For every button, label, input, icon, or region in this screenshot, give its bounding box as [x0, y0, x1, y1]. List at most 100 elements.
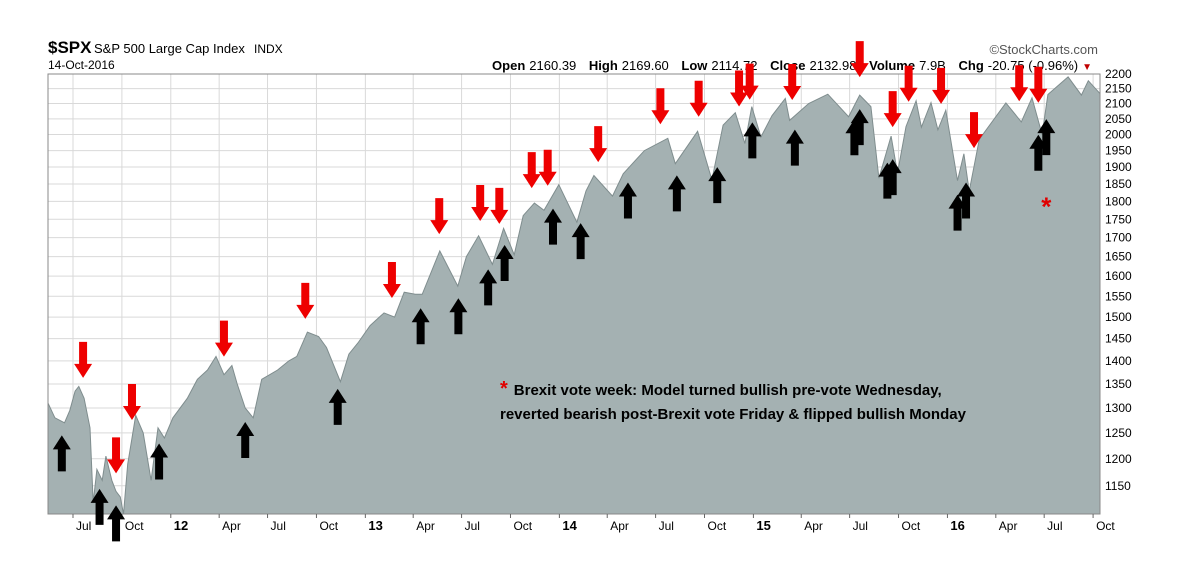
index-name: S&P 500 Large Cap Index: [94, 41, 245, 56]
buy-signal-arrow: [150, 443, 169, 480]
annotation-star: *: [500, 378, 508, 400]
x-tick-label: Apr: [610, 519, 629, 533]
open-value: 2160.39: [529, 58, 577, 73]
sell-signal-arrow: [965, 112, 984, 149]
y-tick-label: 2200: [1105, 67, 1132, 81]
x-tick-label: Apr: [416, 519, 435, 533]
sell-signal-arrow: [522, 152, 541, 189]
x-axis: Jul Oct 12 Apr Jul Oct 13 Apr Jul Oct 14 Apr Jul Oct 1…: [72, 514, 1115, 533]
buy-signal-arrow: [883, 159, 902, 196]
buy-signal-arrow: [1037, 119, 1056, 156]
brexit-marker: *: [1041, 191, 1052, 221]
volume-label: Volume: [869, 58, 916, 73]
down-triangle-icon: ▼: [1082, 62, 1092, 73]
y-tick-label: 2000: [1105, 128, 1132, 142]
y-tick-label: 1500: [1105, 310, 1132, 324]
annotation-text-1: Brexit vote week: Model turned bullish p…: [513, 382, 942, 399]
annotation-line-2: reverted bearish post-Brexit vote Friday…: [500, 406, 966, 423]
buy-signal-arrow: [667, 175, 686, 212]
y-tick-label: 1950: [1105, 144, 1132, 158]
x-tick-label: Jul: [853, 519, 868, 533]
y-tick-label: 1850: [1105, 177, 1132, 191]
sell-signal-arrow: [651, 88, 670, 125]
sell-signal-arrow: [1029, 66, 1048, 103]
close-value: 2132.98: [809, 58, 857, 73]
y-tick-label: 1450: [1105, 332, 1132, 346]
sell-signal-arrow: [730, 70, 749, 107]
sell-signal-arrow: [490, 187, 509, 224]
sell-signal-arrow: [296, 282, 315, 319]
buy-signals: [52, 109, 1056, 542]
y-tick-label: 1800: [1105, 194, 1132, 208]
y-tick-label: 1650: [1105, 250, 1132, 264]
x-tick-label: 16: [950, 518, 964, 533]
buy-signal-arrow: [708, 167, 727, 204]
buy-signal-arrow: [107, 505, 126, 542]
x-tick-label: Jul: [271, 519, 286, 533]
buy-signal-arrow: [743, 122, 762, 159]
x-tick-label: Oct: [1096, 519, 1115, 533]
sell-signal-arrow: [899, 65, 918, 102]
plot-frame: [47, 73, 1101, 515]
buy-signal-arrow: [571, 223, 590, 260]
x-tick-label: Apr: [804, 519, 823, 533]
y-tick-label: 1300: [1105, 401, 1132, 415]
sell-signal-arrow: [740, 63, 759, 100]
chg-value: -20.75 (-0.96%): [987, 58, 1079, 73]
low-label: Low: [681, 58, 708, 73]
y-tick-label: 2100: [1105, 97, 1132, 111]
sell-signal-arrow: [107, 437, 126, 474]
y-tick-label: 2150: [1105, 82, 1132, 96]
x-tick-label: 13: [368, 518, 382, 533]
buy-signal-arrow: [90, 488, 109, 525]
sell-signal-arrow: [471, 185, 490, 222]
chg-label: Chg: [958, 58, 984, 73]
sell-signal-arrow: [783, 64, 802, 101]
y-tick-label: 1150: [1105, 479, 1131, 493]
buy-signal-arrow: [411, 308, 430, 345]
y-tick-label: 1350: [1105, 377, 1132, 391]
sell-signal-arrow: [214, 320, 233, 357]
sell-signal-arrow: [932, 67, 951, 104]
x-tick-label: 12: [174, 518, 188, 533]
y-tick-label: 1400: [1105, 354, 1132, 368]
y-tick-label: 1200: [1105, 452, 1132, 466]
sell-signal-arrow: [689, 80, 708, 117]
sell-signal-arrow: [74, 341, 93, 378]
x-tick-label: 14: [562, 518, 577, 533]
y-tick-label: 1700: [1105, 231, 1132, 245]
stockcharts-brand[interactable]: ©StockCharts.com: [989, 42, 1098, 57]
buy-signal-arrow: [957, 182, 976, 219]
x-tick-label: Oct: [708, 519, 727, 533]
x-tick-label: Jul: [76, 519, 91, 533]
buy-signal-arrow: [948, 194, 967, 231]
y-axis: 1150 1200 1250 1300 1350 1400 1450 1500 1550 1600…: [1105, 67, 1132, 493]
y-tick-label: 1750: [1105, 212, 1132, 226]
sell-signal-arrow: [589, 126, 608, 163]
y-tick-label: 1550: [1105, 289, 1132, 303]
x-tick-label: Apr: [222, 519, 241, 533]
annotation-line-1: * Brexit vote week: Model turned bullish …: [500, 378, 942, 401]
sell-signal-arrow: [430, 198, 449, 235]
sell-signal-arrow: [883, 91, 902, 128]
x-tick-label: Jul: [659, 519, 674, 533]
high-label: High: [588, 58, 618, 73]
ohlc-readout: Open 2160.39 High 2169.60 Low 2114.72 Close…: [492, 58, 1092, 73]
price-area: [48, 76, 1100, 515]
sell-signal-arrow: [538, 149, 557, 186]
ticker-symbol: $SPX: [48, 38, 92, 57]
buy-signal-arrow: [449, 298, 468, 335]
x-tick-label: Oct: [319, 519, 338, 533]
x-tick-label: 15: [756, 518, 770, 533]
buy-signal-arrow: [850, 109, 869, 146]
chart-date: 14-Oct-2016: [48, 58, 115, 72]
x-tick-label: Jul: [1047, 519, 1062, 533]
x-tick-label: Oct: [902, 519, 921, 533]
close-label: Close: [770, 58, 806, 73]
buy-signal-arrow: [495, 244, 514, 281]
x-tick-label: Jul: [465, 519, 480, 533]
sell-signal-arrow: [850, 41, 869, 78]
y-tick-label: 1250: [1105, 426, 1132, 440]
x-tick-label: Oct: [513, 519, 532, 533]
